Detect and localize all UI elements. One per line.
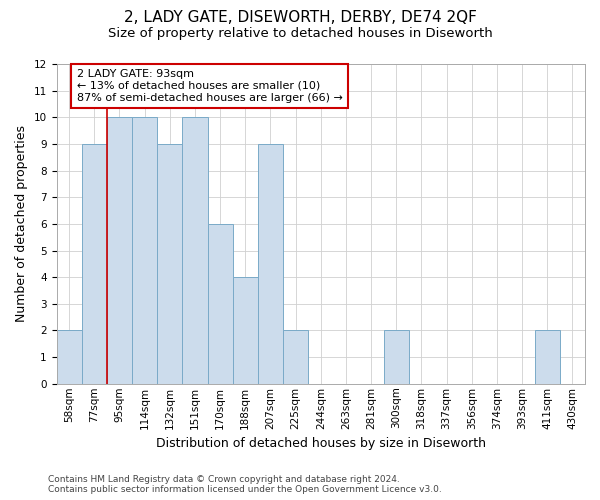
Bar — [258, 144, 283, 384]
Bar — [208, 224, 233, 384]
Text: 2 LADY GATE: 93sqm
← 13% of detached houses are smaller (10)
87% of semi-detache: 2 LADY GATE: 93sqm ← 13% of detached hou… — [77, 70, 343, 102]
Bar — [535, 330, 560, 384]
Text: Contains HM Land Registry data © Crown copyright and database right 2024.
Contai: Contains HM Land Registry data © Crown c… — [48, 474, 442, 494]
Bar — [157, 144, 182, 384]
Bar — [132, 118, 157, 384]
Bar — [283, 330, 308, 384]
Bar — [82, 144, 107, 384]
Bar — [107, 118, 132, 384]
Bar — [56, 330, 82, 384]
Bar — [182, 118, 208, 384]
Text: Size of property relative to detached houses in Diseworth: Size of property relative to detached ho… — [107, 28, 493, 40]
Bar — [383, 330, 409, 384]
Y-axis label: Number of detached properties: Number of detached properties — [15, 126, 28, 322]
Bar — [233, 277, 258, 384]
Text: 2, LADY GATE, DISEWORTH, DERBY, DE74 2QF: 2, LADY GATE, DISEWORTH, DERBY, DE74 2QF — [124, 10, 476, 25]
X-axis label: Distribution of detached houses by size in Diseworth: Distribution of detached houses by size … — [156, 437, 486, 450]
